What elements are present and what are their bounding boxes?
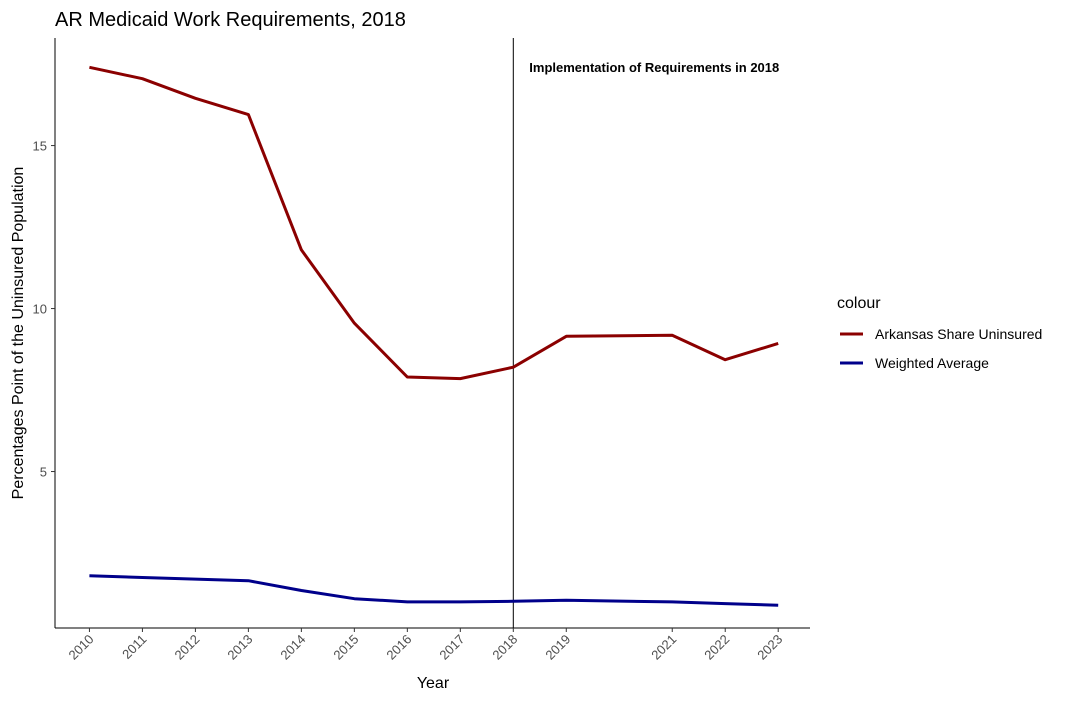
x-tick-label: 2011 [119,632,149,662]
x-tick-label: 2018 [489,632,520,663]
legend-label: Weighted Average [875,355,989,371]
y-tick-label: 5 [40,465,47,480]
legend-items: Arkansas Share Uninsured Weighted Average [840,326,1042,371]
legend-label: Arkansas Share Uninsured [875,326,1042,342]
x-axis-ticks: 2010 2011 2012 2013 2014 2015 2016 2017 2018 2019… [66,628,785,663]
x-tick-label: 2021 [648,632,679,663]
x-tick-label: 2015 [330,632,361,663]
series-line-0 [89,65,779,381]
y-axis-title: Percentages Point of the Uninsured Popul… [10,167,27,500]
y-tick-label: 10 [33,302,47,317]
y-axis-ticks: 5 10 15 [33,139,55,480]
legend: colour Arkansas Share Uninsured Weighted … [837,295,1042,371]
series-group [89,65,779,607]
reference-line-group: Implementation of Requirements in 2018 [512,38,779,628]
x-tick-label: 2012 [171,632,202,663]
y-tick-label: 15 [33,139,47,154]
x-tick-label: 2017 [436,632,467,663]
x-tick-label: 2016 [383,632,414,663]
x-tick-label: 2019 [542,632,573,663]
chart-title: AR Medicaid Work Requirements, 2018 [55,9,406,31]
x-tick-label: 2022 [701,632,732,663]
x-tick-label: 2014 [277,632,308,663]
series-line-1 [89,574,779,607]
reference-line-label: Implementation of Requirements in 2018 [529,60,779,75]
x-tick-label: 2023 [754,632,785,663]
legend-title: colour [837,295,881,312]
plot-area: Implementation of Requirements in 2018 5… [33,38,810,663]
x-axis-title: Year [417,675,450,692]
x-tick-label: 2013 [224,632,255,663]
x-tick-label: 2010 [66,632,97,663]
